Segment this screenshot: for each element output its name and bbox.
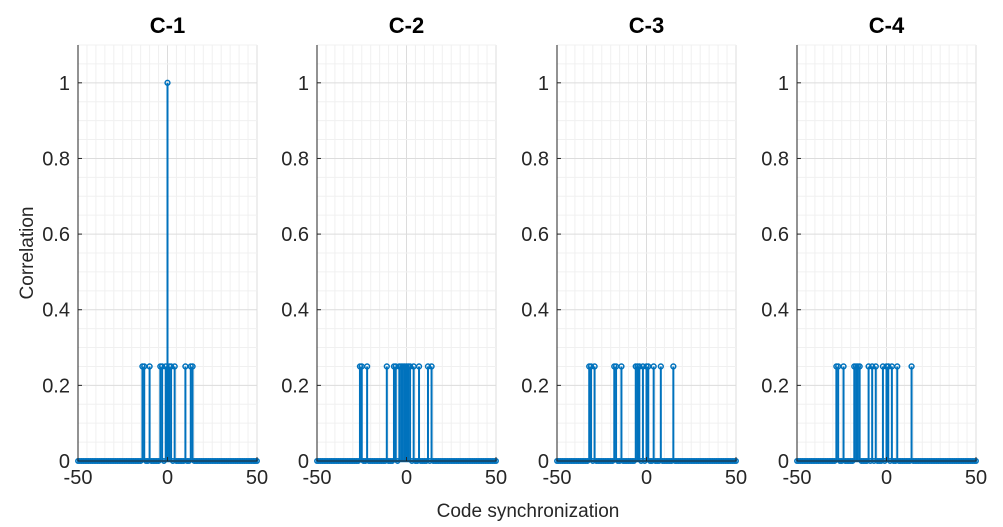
stem-point — [164, 79, 171, 86]
subplots: 00.20.40.60.81-50 0 50C-100.20.40.60.81-50… — [42, 13, 987, 489]
stems — [586, 363, 677, 461]
y-tick-label: 0.6 — [521, 224, 549, 246]
y-axis-label: Correlation — [17, 207, 38, 300]
y-tick-label: 0.8 — [281, 148, 309, 170]
y-tick-label: 1 — [538, 73, 549, 95]
y-tick-label: 0.2 — [281, 375, 309, 397]
stem-point — [587, 363, 595, 370]
subplot-2: 00.20.40.60.81-50 0 50C-2 — [281, 13, 507, 489]
stem-point — [146, 363, 153, 370]
stem-point — [840, 363, 847, 370]
x-tick-label: 50 — [965, 467, 987, 489]
y-tick-label: 0.8 — [761, 148, 789, 170]
stem-point — [872, 363, 879, 370]
y-tick-label: 0.2 — [42, 375, 70, 397]
stem-point — [670, 363, 677, 370]
x-tick-label: 50 — [246, 467, 268, 489]
x-tick-label: -50 — [543, 467, 572, 489]
stem-point — [865, 363, 872, 370]
y-tick-label: 0.4 — [761, 300, 789, 322]
stem-point — [158, 363, 166, 370]
y-tick-label: 1 — [59, 73, 70, 95]
stems — [356, 363, 435, 461]
subplot-title: C-4 — [869, 13, 905, 38]
stem-point — [591, 363, 598, 370]
stem-point — [171, 363, 178, 370]
subplot-title: C-1 — [150, 13, 185, 38]
x-tick-label: -50 — [64, 467, 93, 489]
y-tick-label: 0 — [778, 451, 789, 473]
x-tick-label: 0 — [162, 467, 173, 489]
x-tick-label: 50 — [725, 467, 747, 489]
y-tick-label: 0.6 — [281, 224, 309, 246]
stem-point — [618, 363, 625, 370]
stem-point — [650, 363, 657, 370]
stem-point — [428, 363, 435, 370]
stem-point — [189, 363, 196, 370]
x-tick-label: 0 — [401, 467, 412, 489]
x-tick-label: 50 — [485, 467, 507, 489]
ticks: 00.20.40.60.81-50 0 50 — [521, 73, 747, 489]
ticks: 00.20.40.60.81-50 0 50 — [281, 73, 507, 489]
stem-point — [415, 363, 423, 370]
y-tick-label: 0.8 — [521, 148, 549, 170]
stem-point — [167, 363, 175, 370]
ticks: 00.20.40.60.81-50 0 50 — [42, 73, 268, 489]
x-tick-label: 0 — [881, 467, 892, 489]
stem-point — [885, 363, 892, 370]
subplot-1: 00.20.40.60.81-50 0 50C-1 — [42, 13, 268, 489]
stem-point — [424, 363, 432, 370]
x-tick-label: -50 — [783, 467, 812, 489]
stem-point — [657, 363, 664, 370]
stem-point — [636, 363, 643, 370]
stem-point — [383, 363, 390, 370]
subplot-3: 00.20.40.60.81-50 0 50C-3 — [521, 13, 747, 489]
x-tick-label: -50 — [303, 467, 332, 489]
y-tick-label: 0 — [59, 451, 70, 473]
y-tick-label: 0 — [298, 451, 309, 473]
x-tick-label: 0 — [641, 467, 652, 489]
subplot-title: C-3 — [629, 13, 664, 38]
y-tick-label: 0.6 — [761, 224, 789, 246]
y-tick-label: 0 — [538, 451, 549, 473]
stem-point — [869, 363, 876, 370]
stem-point — [363, 363, 371, 370]
stem-point — [856, 363, 863, 370]
y-tick-label: 0.2 — [521, 375, 549, 397]
subplot-title: C-2 — [389, 13, 424, 38]
stems — [833, 363, 915, 461]
y-tick-label: 0.4 — [42, 300, 70, 322]
y-tick-label: 0.2 — [761, 375, 789, 397]
y-tick-label: 0.8 — [42, 148, 70, 170]
y-tick-label: 1 — [778, 73, 789, 95]
stem-point — [894, 363, 901, 370]
y-tick-label: 0.6 — [42, 224, 70, 246]
subplot-4: 00.20.40.60.81-50 0 50C-4 — [761, 13, 987, 489]
stem-point — [908, 363, 915, 370]
grid — [316, 44, 497, 462]
stem-point — [406, 363, 414, 370]
y-tick-label: 0.4 — [281, 300, 309, 322]
stems — [139, 79, 196, 461]
ticks: 00.20.40.60.81-50 0 50 — [761, 73, 987, 489]
y-tick-label: 0.4 — [521, 300, 549, 322]
y-tick-label: 1 — [298, 73, 309, 95]
x-axis-label: Code synchronization — [437, 501, 620, 522]
